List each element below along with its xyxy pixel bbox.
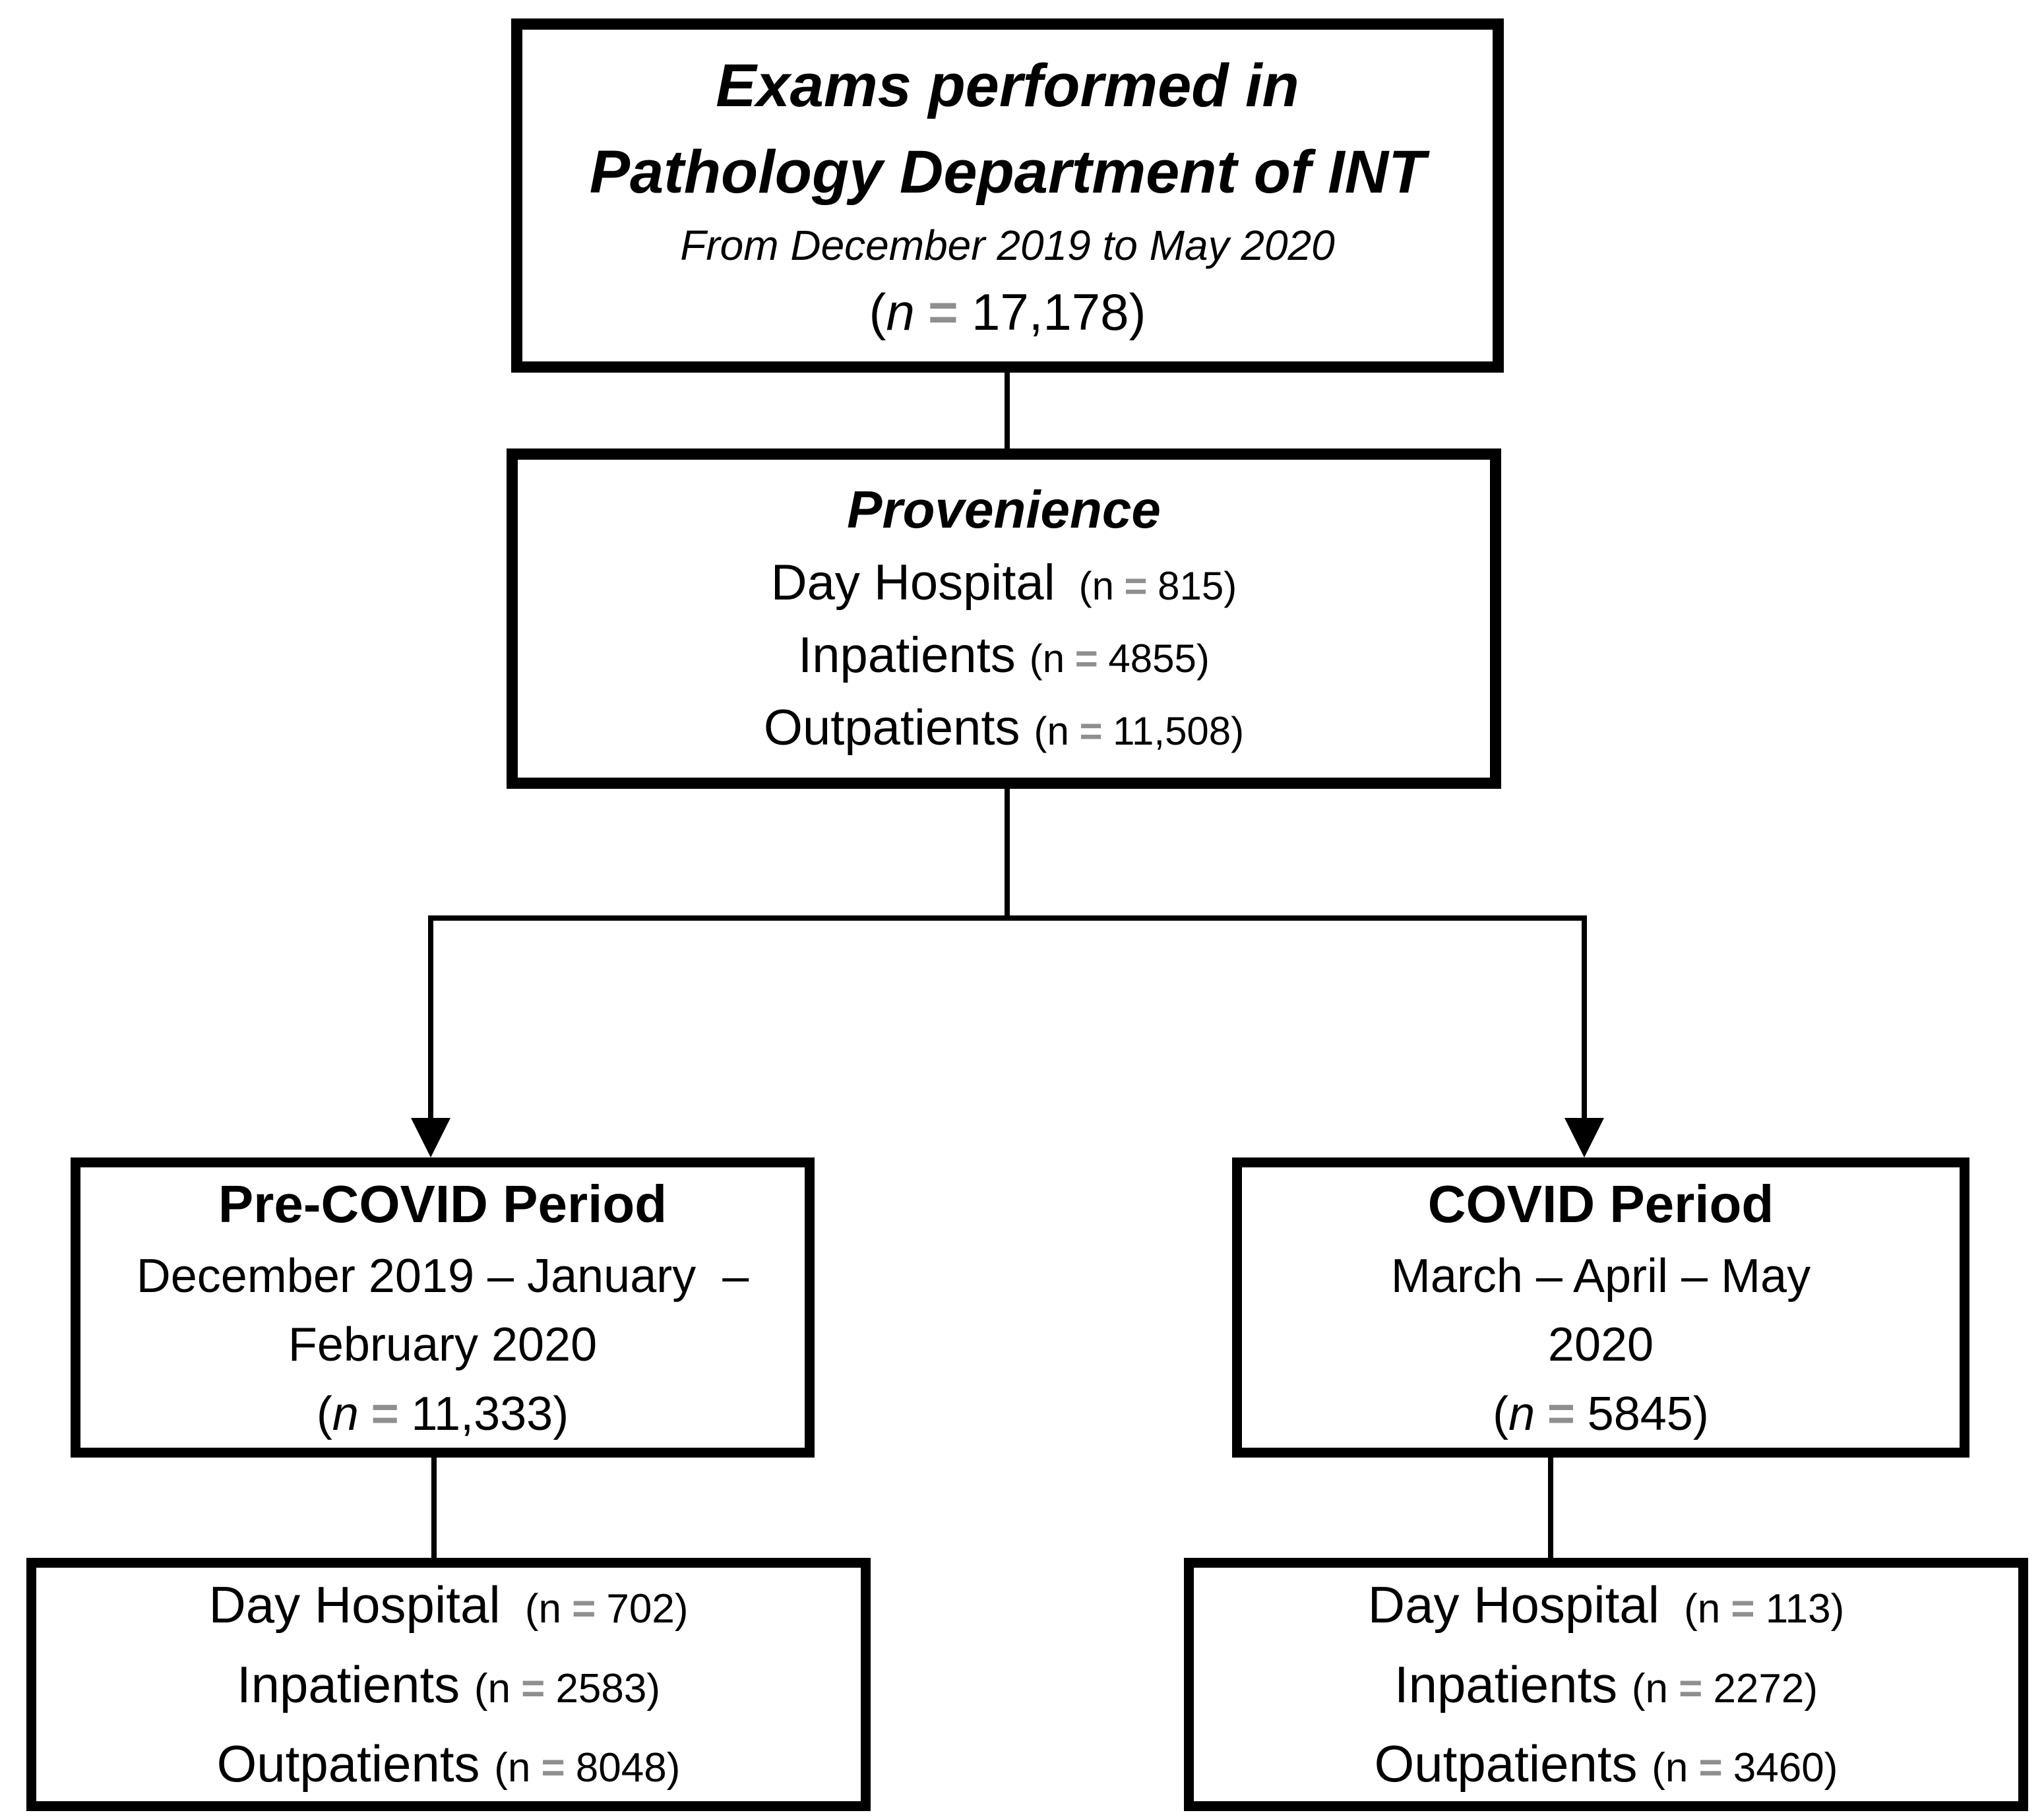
pre-covid-period-line1: December 2019 – January – [136,1249,749,1303]
list-item: Inpatients (n = 4855) [798,619,1210,692]
item-count: (n = 815) [1078,563,1237,608]
connector-pre-covid-detail [431,1458,437,1558]
exams-box-title-line1: Exams performed in [716,51,1299,119]
item-label: Inpatients [798,627,1016,683]
pre-covid-count: (n = 11,333) [316,1387,569,1440]
down-arrowhead-icon [411,1118,450,1157]
exams-box: Exams performed in Pathology Department … [511,18,1504,373]
pre-covid-box: Pre-COVID Period December 2019 – January… [71,1157,815,1458]
connector-provenience-branch [1005,789,1010,918]
list-item: Inpatients (n = 2583) [237,1645,660,1725]
list-item: Outpatients (n = 8048) [217,1724,681,1804]
covid-detail-box: Day Hospital (n = 113) Inpatients (n = 2272) O… [1184,1558,2028,1811]
item-label: Outpatients [1374,1735,1638,1793]
item-count: (n = 4855) [1029,636,1210,681]
branch-left-line [428,915,433,1121]
provenience-box: Provenience Day Hospital (n = 815) Inpatien… [507,448,1501,789]
covid-count: (n = 5845) [1493,1387,1709,1440]
down-arrowhead-icon [1564,1118,1604,1157]
connector-covid-detail [1548,1458,1553,1558]
pre-covid-title: Pre-COVID Period [218,1175,667,1234]
connector-exams-provenience [1005,373,1010,450]
item-label: Outpatients [216,1735,480,1793]
provenience-title: Provenience [847,479,1161,539]
branch-right-line [1582,915,1587,1121]
item-count: (n = 8048) [494,1745,681,1791]
item-label: Day Hospital [208,1575,501,1634]
item-count: (n = 2272) [1631,1665,1818,1711]
item-label: Inpatients [236,1655,460,1713]
exams-box-title-line2: Pathology Department of INT [589,138,1426,206]
branch-horizontal-line [428,915,1587,921]
pre-covid-period-line2: February 2020 [288,1318,598,1372]
exams-box-count: (n = 17,178) [869,282,1146,341]
list-item: Inpatients (n = 2272) [1394,1645,1818,1725]
list-item: Outpatients (n = 11,508) [764,692,1244,764]
list-item: Day Hospital (n = 702) [208,1565,688,1645]
item-label: Day Hospital [1367,1575,1659,1634]
list-item: Day Hospital (n = 815) [771,547,1237,619]
covid-period-line2: 2020 [1547,1318,1654,1372]
item-count: (n = 113) [1684,1586,1845,1632]
exams-box-subtitle: From December 2019 to May 2020 [680,222,1335,270]
item-count: (n = 3460) [1652,1745,1838,1791]
item-label: Day Hospital [770,554,1055,611]
item-label: Outpatients [763,700,1020,756]
list-item: Day Hospital (n = 113) [1368,1565,1844,1645]
pre-covid-detail-box: Day Hospital (n = 702) Inpatients (n = 2583) O… [26,1558,871,1811]
list-item: Outpatients (n = 3460) [1375,1724,1838,1804]
item-count: (n = 2583) [474,1665,661,1711]
covid-period-line1: March – April – May [1390,1249,1811,1303]
covid-title: COVID Period [1427,1175,1774,1234]
item-label: Inpatients [1394,1655,1618,1713]
item-count: (n = 702) [524,1586,689,1632]
item-count: (n = 11,508) [1034,709,1245,754]
covid-box: COVID Period March – April – May 2020 (n… [1232,1157,1969,1458]
